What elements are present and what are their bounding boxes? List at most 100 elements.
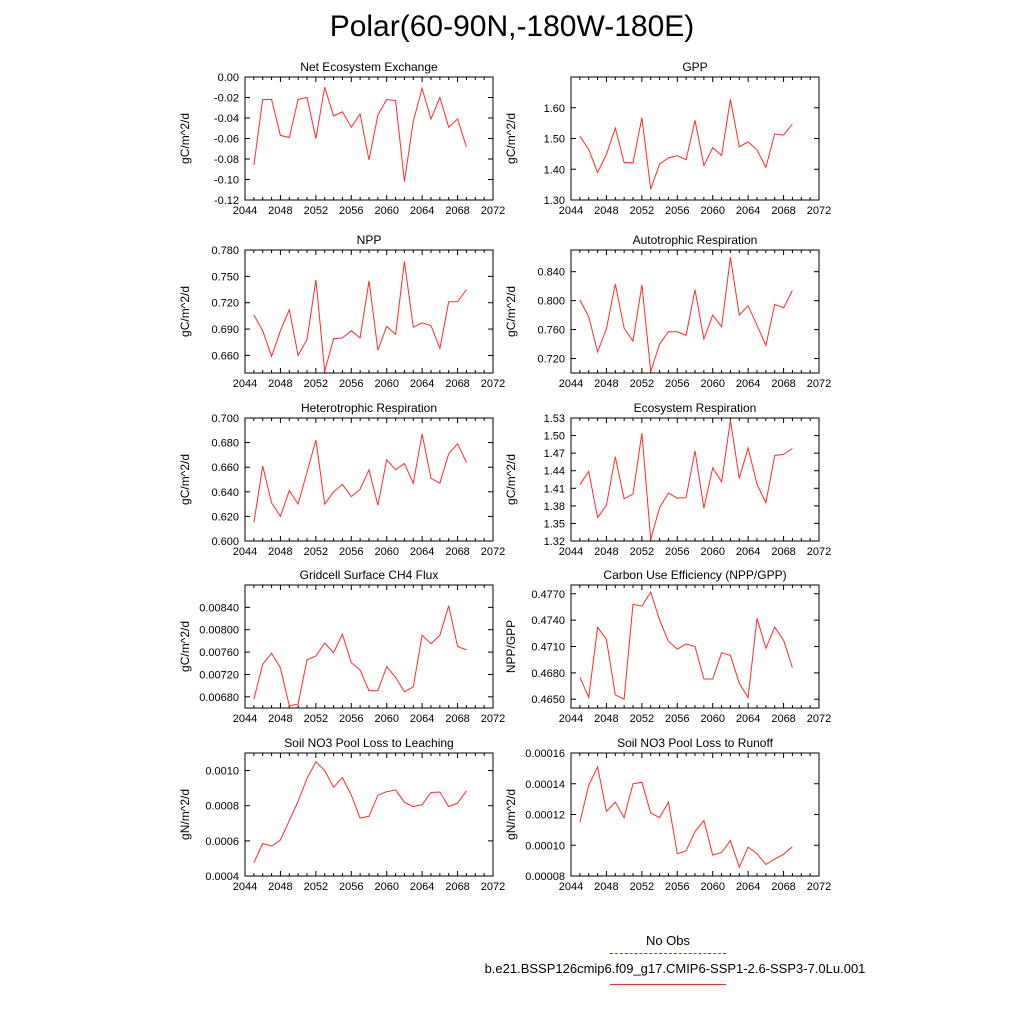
- y-tick-label: 0.4770: [531, 589, 565, 601]
- x-tick-label: 2052: [630, 713, 654, 725]
- x-tick-label: 2044: [233, 546, 257, 558]
- y-tick-label: 1.32: [544, 536, 565, 548]
- x-tick-label: 2056: [665, 881, 689, 893]
- x-tick-label: 2048: [594, 205, 618, 217]
- y-tick-label: 0.760: [537, 325, 565, 337]
- y-axis-label: gC/m^2/d: [178, 454, 192, 505]
- plot-frame: [570, 752, 820, 877]
- x-tick-label: 2072: [481, 546, 505, 558]
- x-tick-label: 2056: [339, 205, 363, 217]
- plot-frame: [244, 752, 494, 877]
- y-axis-label: gC/m^2/d: [504, 113, 518, 164]
- y-tick-label: 0.0006: [205, 836, 239, 848]
- x-tick-label: 2044: [559, 205, 583, 217]
- x-tick-label: 2068: [771, 546, 795, 558]
- x-tick-label: 2048: [268, 881, 292, 893]
- x-tick-label: 2048: [268, 378, 292, 390]
- x-tick-label: 2052: [304, 546, 328, 558]
- x-tick-label: 2056: [665, 546, 689, 558]
- series-line: [579, 590, 793, 700]
- page-title: Polar(60-90N,-180W-180E): [329, 10, 695, 43]
- x-tick-label: 2064: [736, 546, 760, 558]
- x-tick-label: 2072: [807, 378, 831, 390]
- x-tick-label: 2064: [410, 713, 434, 725]
- panel-npp: NPP gC/m^2/d 2044 2048 2052 2056 2060 2064 2068 2…: [178, 233, 505, 390]
- x-tick-label: 2072: [807, 546, 831, 558]
- plot-frame: [570, 76, 820, 201]
- y-tick-label: 0.00680: [199, 692, 239, 704]
- y-tick-label: 0.0008: [205, 801, 239, 813]
- y-tick-label: 1.50: [544, 431, 565, 443]
- x-tick-label: 2060: [700, 378, 724, 390]
- y-tick-label: 0.700: [211, 413, 239, 425]
- plot-frame: [570, 249, 820, 374]
- y-tick-label: 0.600: [211, 536, 239, 548]
- series-line: [579, 765, 793, 869]
- y-tick-label: 0.00012: [525, 810, 565, 822]
- x-tick-label: 2060: [700, 546, 724, 558]
- x-tick-label: 2048: [268, 713, 292, 725]
- x-tick-label: 2072: [807, 205, 831, 217]
- x-tick-label: 2044: [559, 881, 583, 893]
- legend-obs-label: No Obs: [645, 933, 691, 948]
- panel-heterotrophic-respiration: Heterotrophic Respiration gC/m^2/d 2044 204…: [178, 401, 505, 558]
- panel-ecosystem-respiration: Ecosystem Respiration gC/m^2/d 2044 2048 205…: [504, 401, 831, 558]
- x-tick-label: 2060: [700, 205, 724, 217]
- panel-title: Gridcell Surface CH4 Flux: [300, 568, 439, 582]
- x-tick-label: 2052: [304, 378, 328, 390]
- x-tick-label: 2060: [700, 713, 724, 725]
- x-tick-label: 2052: [630, 881, 654, 893]
- panel-title: Soil NO3 Pool Loss to Runoff: [617, 736, 774, 750]
- x-tick-label: 2052: [630, 546, 654, 558]
- plot-frame: [244, 76, 494, 201]
- series-line: [579, 420, 793, 540]
- y-tick-label: 1.38: [544, 501, 565, 513]
- x-tick-label: 2072: [481, 881, 505, 893]
- y-tick-label: 1.44: [544, 466, 565, 478]
- panel-carbon-use-efficiency-npp-gpp: Carbon Use Efficiency (NPP/GPP) NPP/GPP 20…: [504, 568, 831, 725]
- y-axis-label: gC/m^2/d: [178, 621, 192, 672]
- y-axis-label: gC/m^2/d: [504, 286, 518, 337]
- y-tick-label: 1.53: [544, 413, 565, 425]
- panel-title: Carbon Use Efficiency (NPP/GPP): [603, 568, 786, 582]
- x-tick-label: 2048: [268, 546, 292, 558]
- legend-model-label: b.e21.BSSP126cmip6.f09_g17.CMIP6-SSP1-2.…: [484, 961, 866, 976]
- x-tick-label: 2048: [594, 378, 618, 390]
- x-tick-label: 2048: [594, 881, 618, 893]
- x-tick-label: 2056: [339, 881, 363, 893]
- y-tick-label: 0.00016: [525, 748, 565, 760]
- panel-title: Ecosystem Respiration: [634, 401, 757, 415]
- x-tick-label: 2044: [233, 881, 257, 893]
- x-tick-label: 2064: [410, 378, 434, 390]
- series-line: [253, 433, 467, 523]
- y-tick-label: 0.640: [211, 487, 239, 499]
- y-tick-label: -0.02: [214, 93, 239, 105]
- y-tick-label: 0.0010: [205, 766, 239, 778]
- plot-frame: [244, 249, 494, 374]
- series-line: [253, 261, 467, 372]
- y-axis-label: gC/m^2/d: [178, 113, 192, 164]
- x-tick-label: 2048: [268, 205, 292, 217]
- x-tick-label: 2064: [410, 546, 434, 558]
- x-tick-label: 2052: [304, 205, 328, 217]
- legend-model-line: [610, 984, 726, 985]
- y-tick-label: 1.30: [544, 195, 565, 207]
- y-tick-label: 1.35: [544, 518, 565, 530]
- x-tick-label: 2056: [665, 205, 689, 217]
- y-tick-label: 0.00014: [525, 779, 565, 791]
- x-tick-label: 2064: [410, 205, 434, 217]
- x-tick-label: 2044: [233, 713, 257, 725]
- y-tick-label: 0.620: [211, 511, 239, 523]
- panel-net-ecosystem-exchange: Net Ecosystem Exchange gC/m^2/d 2044 2048 20…: [178, 60, 505, 217]
- x-tick-label: 2044: [559, 713, 583, 725]
- x-tick-label: 2064: [736, 881, 760, 893]
- y-tick-label: 1.60: [544, 103, 565, 115]
- panel-title: Heterotrophic Respiration: [301, 401, 437, 415]
- y-tick-label: 1.47: [544, 448, 565, 460]
- x-tick-label: 2044: [233, 378, 257, 390]
- panel-title: GPP: [682, 60, 707, 74]
- legend-obs-line: [610, 953, 726, 954]
- y-tick-label: 0.4680: [531, 668, 565, 680]
- x-tick-label: 2056: [339, 713, 363, 725]
- y-tick-label: 0.800: [537, 296, 565, 308]
